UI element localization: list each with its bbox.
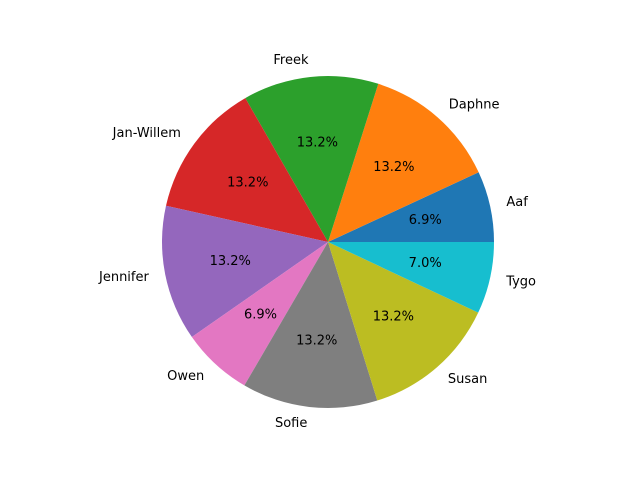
- category-label-daphne: Daphne: [449, 98, 500, 113]
- category-label-susan: Susan: [448, 372, 487, 387]
- pct-label-jan-willem: 13.2%: [227, 175, 268, 190]
- category-label-aaf: Aaf: [506, 195, 528, 210]
- category-label-tygo: Tygo: [505, 274, 536, 289]
- pct-label-freek: 13.2%: [297, 135, 338, 150]
- pie-slice-freek: [245, 76, 379, 242]
- pie-slice-jan-willem: [166, 98, 328, 242]
- pie-slice-owen: [191, 242, 328, 386]
- category-label-jan-willem: Jan-Willem: [112, 126, 181, 141]
- pie-slice-daphne: [328, 83, 479, 242]
- pie-slice-susan: [328, 242, 479, 401]
- pct-label-jennifer: 13.2%: [210, 254, 251, 269]
- pct-label-owen: 6.9%: [244, 308, 277, 323]
- pie-slice-aaf: [328, 172, 494, 242]
- pct-label-aaf: 6.9%: [409, 213, 442, 228]
- category-label-sofie: Sofie: [275, 416, 307, 431]
- pct-label-tygo: 7.0%: [409, 256, 442, 271]
- pct-label-daphne: 13.2%: [373, 160, 414, 175]
- pct-label-susan: 13.2%: [373, 310, 414, 325]
- pie-slices: [162, 76, 494, 409]
- pie-slice-sofie: [244, 242, 378, 409]
- pie-slice-tygo: [328, 242, 494, 313]
- category-label-freek: Freek: [273, 53, 309, 68]
- pct-label-sofie: 13.2%: [296, 333, 337, 348]
- pie-labels: 6.9% Aaf 13.2% Daphne 13.2% Freek 13.2% Jan-Wil…: [98, 53, 536, 431]
- pie-slice-jennifer: [162, 205, 328, 338]
- category-label-owen: Owen: [167, 369, 204, 384]
- category-label-jennifer: Jennifer: [98, 270, 149, 285]
